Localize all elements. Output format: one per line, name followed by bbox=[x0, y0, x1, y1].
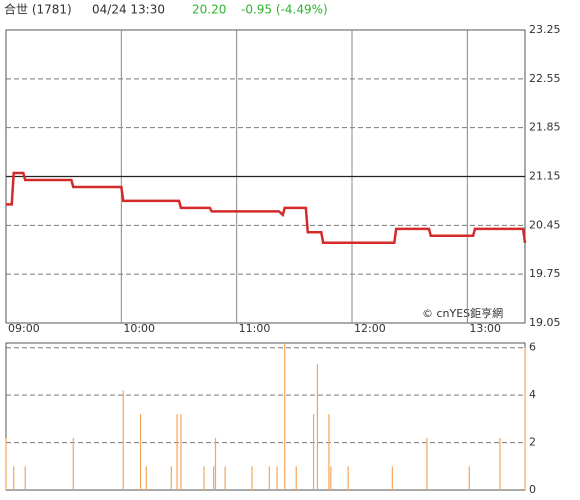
volume-bar bbox=[330, 466, 332, 490]
change: -0.95 (-4.49%) bbox=[241, 3, 328, 17]
volume-bar bbox=[224, 466, 226, 490]
volume-bar bbox=[328, 414, 330, 490]
stock-name: 合世 (1781) bbox=[4, 2, 72, 17]
volume-bar bbox=[468, 466, 470, 490]
volume-bar bbox=[24, 466, 26, 490]
volume-bar bbox=[268, 466, 270, 490]
volume-bar bbox=[276, 466, 278, 490]
volume-bar bbox=[213, 466, 215, 490]
x-tick-label: 11:00 bbox=[239, 322, 271, 335]
volume-bar bbox=[180, 414, 182, 490]
volume-bar bbox=[426, 437, 428, 490]
y-tick-label: 19.05 bbox=[529, 316, 561, 329]
volume-bar bbox=[251, 466, 253, 490]
y-tick-label: 6 bbox=[529, 341, 536, 354]
volume-bar bbox=[122, 390, 124, 490]
panel-frame bbox=[5, 342, 526, 491]
datetime: 04/24 13:30 bbox=[92, 3, 165, 17]
volume-bar bbox=[145, 466, 147, 490]
volume-bar bbox=[347, 466, 349, 490]
y-tick-label: 2 bbox=[529, 436, 536, 449]
volume-bar bbox=[170, 466, 172, 490]
y-tick-label: 4 bbox=[529, 388, 536, 401]
y-tick-label: 0 bbox=[529, 483, 536, 496]
volume-bar bbox=[312, 414, 315, 490]
y-tick-label: 20.45 bbox=[529, 218, 561, 231]
x-tick-label: 12:00 bbox=[354, 322, 386, 335]
volume-bar bbox=[214, 437, 217, 490]
volume-bar bbox=[524, 347, 526, 490]
price: 20.20 bbox=[192, 3, 226, 17]
price-line bbox=[6, 171, 527, 245]
y-tick-label: 23.25 bbox=[529, 23, 561, 36]
y-tick-label: 21.15 bbox=[529, 170, 561, 183]
volume-bar bbox=[13, 466, 15, 490]
volume-bar bbox=[284, 343, 286, 490]
volume-bar bbox=[295, 466, 297, 490]
volume-bar bbox=[316, 364, 318, 490]
x-tick-label: 13:00 bbox=[469, 322, 501, 335]
watermark: © cnYES鉅亨網 bbox=[422, 306, 503, 320]
volume-bar bbox=[72, 437, 74, 490]
x-tick-label: 10:00 bbox=[123, 322, 155, 335]
volume-bar bbox=[499, 437, 501, 490]
volume-bar bbox=[139, 414, 142, 490]
volume-bar bbox=[391, 466, 393, 490]
y-tick-label: 21.85 bbox=[529, 121, 561, 134]
y-tick-label: 22.55 bbox=[529, 72, 561, 85]
volume-bar bbox=[5, 437, 7, 490]
x-tick-label: 09:00 bbox=[8, 322, 40, 335]
y-tick-label: 19.75 bbox=[529, 267, 561, 280]
volume-bar bbox=[176, 414, 178, 490]
volume-bar bbox=[203, 466, 205, 490]
